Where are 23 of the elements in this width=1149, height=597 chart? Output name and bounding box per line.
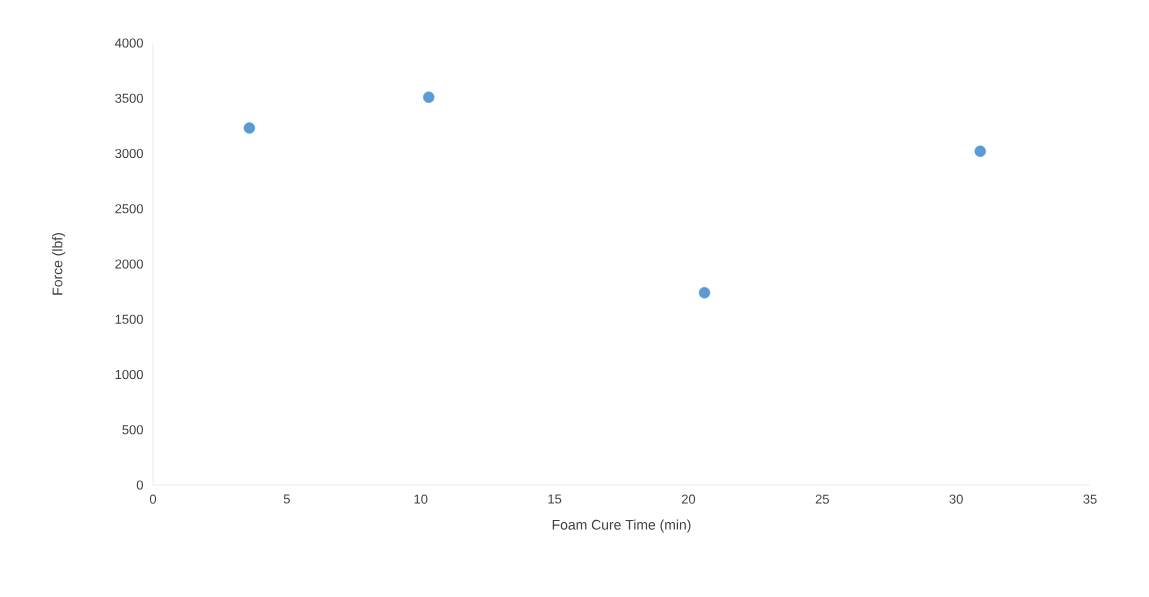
x-tick-label: 0 — [149, 494, 157, 504]
point — [974, 145, 986, 157]
y-tick-label: 4000 — [114, 38, 143, 48]
x-tick-label: 20 — [681, 494, 696, 504]
point — [243, 122, 256, 134]
y-tick-label: 2500 — [115, 204, 143, 214]
point — [698, 287, 711, 299]
x-axis-title: Foam Cure Time (min) — [552, 519, 691, 533]
y-tick-label: 2000 — [115, 259, 143, 269]
y-tick-label: 1000 — [115, 369, 143, 380]
y-tick-label: 3000 — [115, 148, 143, 159]
x-tick-label: 35 — [1083, 494, 1097, 504]
x-tick-label: 15 — [548, 494, 562, 504]
y-axis-title: Force (lbf) — [52, 233, 66, 295]
x-tick-label: 30 — [949, 494, 963, 504]
y-tick-label: 1500 — [115, 314, 143, 324]
x-tick-label: 25 — [815, 494, 829, 504]
y-tick-label: 3500 — [115, 93, 143, 103]
y-tick-label: 0 — [136, 480, 143, 490]
x-tick-label: 10 — [414, 494, 428, 504]
x-tick-label: 5 — [283, 494, 290, 504]
y-tick-label: 500 — [122, 425, 143, 435]
point — [423, 91, 435, 103]
